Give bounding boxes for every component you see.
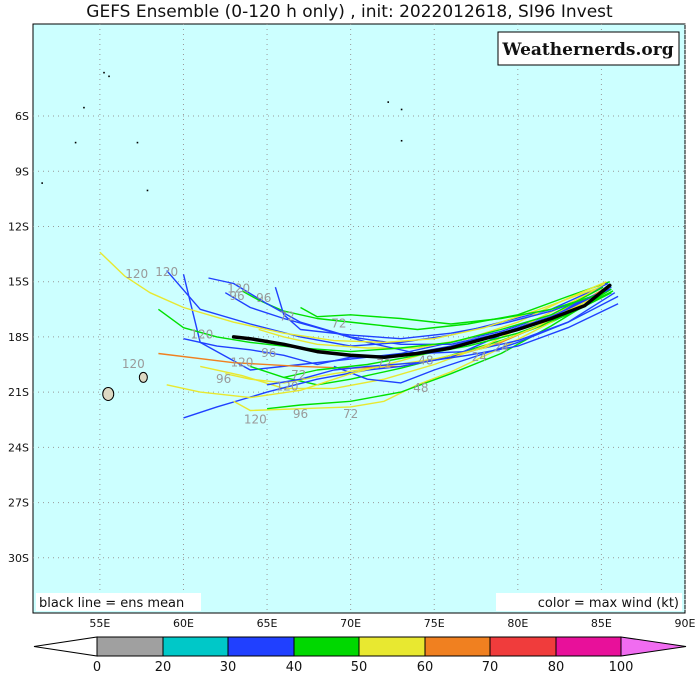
small-island: [41, 182, 43, 184]
hour-label: 96: [293, 407, 308, 421]
hour-label: 72: [279, 309, 294, 323]
colorbar-segment: [162, 636, 229, 657]
member-track: [266, 303, 619, 386]
longitude-labels: 55E 60E 65E 70E 75E 80E 85E 90E: [89, 617, 695, 630]
brand-label: Weathernerds.org: [501, 40, 673, 60]
hour-label: 96: [216, 372, 231, 386]
small-island: [400, 139, 403, 142]
brand-box: [497, 31, 680, 66]
colorbar-label: 70: [482, 660, 499, 675]
lat-tick-label: 18S: [8, 331, 29, 344]
hour-label: 72: [376, 357, 391, 371]
colorbar-segment: [555, 636, 622, 657]
lat-tick-label: 15S: [8, 276, 29, 289]
hour-label: 48: [418, 354, 433, 368]
island-mauritius: [138, 371, 148, 383]
hour-label: 24: [472, 350, 487, 364]
lon-tick-label: 60E: [173, 617, 194, 630]
hour-label: 96: [256, 291, 271, 305]
colorbar-label: 20: [155, 660, 172, 675]
lat-tick-label: 27S: [8, 497, 29, 510]
lon-tick-label: 90E: [675, 617, 696, 630]
colorbar-segment: [96, 636, 164, 657]
colorbar-label: 100: [609, 660, 634, 675]
hour-label: 72: [343, 407, 358, 421]
hour-label: 48: [413, 381, 428, 395]
hour-label: 120: [122, 357, 145, 371]
colorbar-segment: [293, 636, 360, 657]
land-features: [41, 71, 403, 401]
colorbar-segment: [358, 636, 426, 657]
color-note: color = max wind (kt): [538, 596, 679, 611]
member-track: [274, 286, 607, 340]
lat-tick-label: 30S: [8, 552, 29, 565]
map-title: GEFS Ensemble (0-120 h only) , init: 202…: [86, 2, 613, 22]
hour-label: 96: [261, 346, 276, 360]
member-track: [267, 288, 612, 410]
hour-label: 120: [227, 282, 250, 296]
grid-lines: [33, 24, 686, 613]
latitude-labels: 6S 9S 12S 15S 18S 21S 24S 27S 30S: [8, 110, 29, 565]
member-track: [157, 286, 604, 353]
mean-track-line: [231, 283, 612, 359]
member-track: [233, 286, 611, 412]
hour-label: 72: [291, 368, 306, 382]
colorbar-label: 40: [286, 660, 303, 675]
member-track: [300, 292, 606, 325]
hour-label: 24: [493, 341, 508, 355]
island-reunion: [102, 386, 115, 401]
hour-label: 72: [331, 317, 346, 331]
lon-tick-label: 65E: [257, 617, 278, 630]
colorbar-label: 30: [220, 660, 237, 675]
lon-tick-label: 80E: [507, 617, 528, 630]
colorbar-label: 80: [548, 660, 565, 675]
hour-label: 120: [276, 379, 299, 393]
small-island: [146, 189, 149, 192]
lon-tick-label: 70E: [340, 617, 361, 630]
colorbar-segment: [424, 636, 491, 657]
small-island: [83, 106, 85, 109]
lat-tick-label: 6S: [15, 110, 29, 123]
lon-tick-label: 75E: [424, 617, 445, 630]
colorbar-high-arrow: [620, 636, 687, 657]
ensemble-mean-track: [231, 283, 612, 359]
wind-colorbar: 0 20 30 40 50 60 70 80 100: [33, 636, 687, 675]
hour-label: 120: [190, 328, 213, 342]
lat-tick-label: 12S: [8, 220, 29, 233]
member-track: [258, 281, 607, 349]
mean-line-note: black line = ens mean: [39, 596, 184, 611]
hour-label: 120: [231, 355, 254, 369]
hour-label: 120: [155, 265, 178, 279]
lat-tick-label: 9S: [15, 165, 29, 178]
member-track: [225, 293, 601, 384]
lon-tick-label: 55E: [89, 617, 110, 630]
colorbar-segment: [227, 636, 295, 657]
hour-label: 120: [244, 412, 267, 426]
small-island: [387, 101, 390, 103]
colorbar-segment: [489, 636, 557, 657]
colorbar-low-arrow: [33, 636, 98, 657]
mean-note-box: [36, 593, 201, 611]
small-island: [400, 108, 403, 111]
hour-label: 120: [125, 267, 148, 281]
small-island: [136, 141, 139, 144]
colorbar-label: 50: [351, 660, 368, 675]
small-island: [74, 141, 77, 144]
hour-label: 96: [229, 289, 244, 303]
small-island: [108, 75, 110, 78]
colorbar-label: 0: [93, 660, 101, 675]
colorbar-label: 60: [417, 660, 434, 675]
member-track: [99, 251, 595, 344]
ensemble-member-tracks: [99, 251, 619, 419]
small-island: [103, 71, 105, 74]
color-note-box: [496, 593, 682, 611]
lon-tick-label: 85E: [591, 617, 612, 630]
lat-tick-label: 24S: [8, 441, 29, 454]
lat-tick-label: 21S: [8, 386, 29, 399]
